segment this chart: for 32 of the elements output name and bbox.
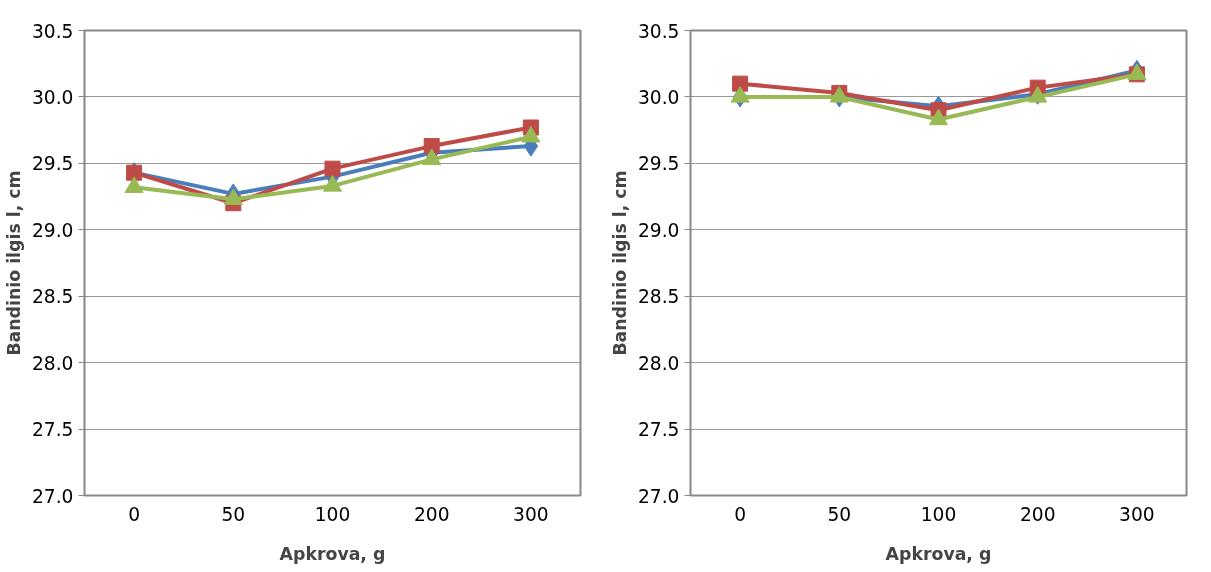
x-tick-label: 200 — [413, 503, 450, 525]
point — [423, 138, 440, 155]
y-tick-label: 30.0 — [637, 86, 680, 108]
x-tick-label: 50 — [827, 503, 852, 525]
y-tick-label: 28.0 — [31, 352, 74, 374]
point — [324, 160, 341, 177]
y-tick-label: 29.0 — [31, 219, 74, 241]
x-tick-label: 0 — [734, 503, 747, 525]
x-tick-label: 100 — [920, 503, 957, 525]
y-tick-label: 30.5 — [637, 20, 680, 42]
x-tick-label: 300 — [513, 503, 549, 525]
y-axis-title: Bandinio ilgis l, cm — [3, 170, 24, 356]
y-tick-label: 28.0 — [637, 352, 680, 374]
y-tick-label: 28.5 — [637, 286, 680, 308]
y-tick-label: 29.0 — [637, 219, 680, 241]
x-axis-title: Apkrova, g — [279, 543, 386, 564]
y-tick-label: 29.5 — [31, 153, 74, 175]
x-tick-label: 50 — [221, 503, 246, 525]
x-tick-label: 0 — [128, 503, 141, 525]
y-tick-label: 30.0 — [31, 86, 74, 108]
x-axis-title: Apkrova, g — [885, 543, 992, 564]
y-axis-title: Bandinio ilgis l, cm — [609, 170, 630, 356]
y-tick-label: 27.0 — [31, 485, 74, 507]
y-tick-label: 28.5 — [31, 286, 74, 308]
y-tick-label: 30.5 — [31, 20, 74, 42]
y-tick-label: 27.5 — [637, 419, 680, 441]
x-tick-label: 200 — [1019, 503, 1056, 525]
y-tick-label: 27.0 — [637, 485, 680, 507]
x-tick-label: 100 — [314, 503, 351, 525]
x-tick-label: 300 — [1119, 503, 1155, 525]
y-tick-label: 27.5 — [31, 419, 74, 441]
y-tick-label: 29.5 — [637, 153, 680, 175]
